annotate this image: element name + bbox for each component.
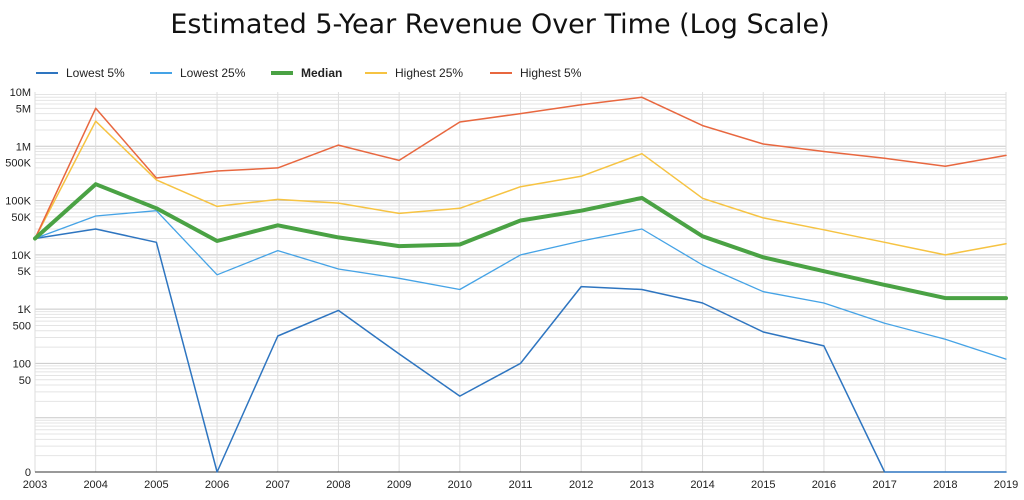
legend-label: Highest 5% xyxy=(520,66,582,80)
x-tick-label: 2011 xyxy=(509,479,533,491)
y-tick-label: 10K xyxy=(11,250,31,262)
y-tick-label: 5M xyxy=(16,103,31,115)
chart-title: Estimated 5-Year Revenue Over Time (Log … xyxy=(170,9,829,40)
y-tick-label: 5K xyxy=(18,266,32,278)
legend-label: Lowest 5% xyxy=(66,66,125,80)
y-tick-label: 100K xyxy=(5,196,31,208)
x-tick-label: 2008 xyxy=(326,479,350,491)
y-tick-label: 100 xyxy=(13,358,31,370)
legend: Lowest 5% Lowest 25% Median Highest 25% High… xyxy=(36,66,582,80)
series-line-lowest-5 xyxy=(34,228,1007,473)
x-tick-label: 2009 xyxy=(387,479,411,491)
legend-label: Median xyxy=(301,66,342,80)
series-line-highest-5 xyxy=(34,96,1007,240)
y-tick-label: 50 xyxy=(19,375,31,387)
series-lines xyxy=(33,96,1008,473)
x-tick-label: 2016 xyxy=(812,479,836,491)
legend-label: Highest 25% xyxy=(395,66,463,80)
legend-item: Median xyxy=(271,66,342,80)
y-tick-label: 1K xyxy=(18,304,32,316)
x-tick-label: 2010 xyxy=(448,479,472,491)
x-tick-label: 2003 xyxy=(23,479,47,491)
legend-item: Highest 5% xyxy=(490,66,582,80)
legend-item: Highest 25% xyxy=(365,66,463,80)
x-tick-label: 2004 xyxy=(83,479,107,491)
y-tick-label: 0 xyxy=(25,467,31,479)
y-tick-label: 500 xyxy=(13,320,31,332)
series-line-highest-25 xyxy=(34,120,1007,256)
x-tick-label: 2019 xyxy=(994,479,1018,491)
series-line-median xyxy=(33,182,1008,301)
x-tick-label: 2006 xyxy=(205,479,229,491)
x-tick-label: 2017 xyxy=(872,479,896,491)
x-tick-label: 2005 xyxy=(144,479,168,491)
legend-item: Lowest 25% xyxy=(150,66,246,80)
x-tick-label: 2014 xyxy=(690,479,714,491)
y-tick-label: 1M xyxy=(16,141,31,153)
x-tick-label: 2015 xyxy=(751,479,775,491)
y-tick-label: 500K xyxy=(5,158,31,170)
series-line-lowest-25 xyxy=(34,210,1007,360)
legend-item: Lowest 5% xyxy=(36,66,125,80)
gridlines xyxy=(34,92,1007,473)
x-tick-label: 2007 xyxy=(266,479,290,491)
x-tick-label: 2013 xyxy=(630,479,654,491)
x-tick-label: 2018 xyxy=(933,479,957,491)
legend-label: Lowest 25% xyxy=(180,66,246,80)
x-axis-ticks: 2003 2004 2005 2006 2007 2008 2009 2010 2011 2012… xyxy=(23,479,1018,491)
y-tick-label: 10M xyxy=(10,87,31,99)
y-tick-label: 50K xyxy=(11,212,31,224)
x-tick-label: 2012 xyxy=(569,479,593,491)
